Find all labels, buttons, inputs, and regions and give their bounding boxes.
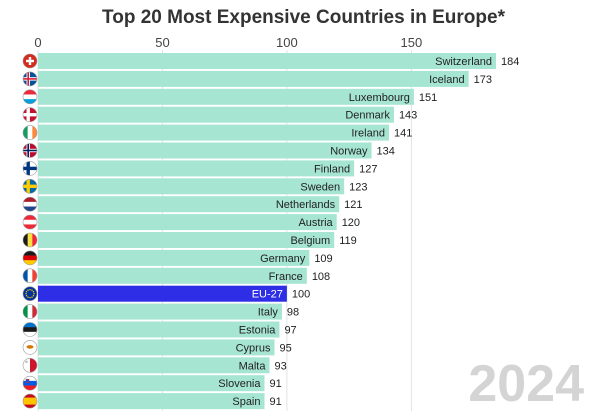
value-label-norway: 134 — [377, 146, 395, 158]
chart-title: Top 20 Most Expensive Countries in Europ… — [102, 7, 505, 28]
bar-label-norway: Norway — [330, 146, 368, 158]
flags — [22, 53, 38, 409]
bar-label-cyprus: Cyprus — [236, 342, 271, 354]
bar-label-slovenia: Slovenia — [218, 378, 261, 390]
bar-italy — [38, 303, 282, 320]
bar-label-sweden: Sweden — [300, 181, 340, 193]
value-label-denmark: 143 — [399, 110, 417, 122]
bars: Switzerland 184 Iceland 173 Luxembourg 151 Den… — [38, 53, 519, 410]
cyprus-flag-icon — [22, 340, 38, 355]
value-label-germany: 109 — [314, 253, 332, 265]
value-label-luxembourg: 151 — [419, 92, 437, 104]
value-label-austria: 120 — [342, 217, 360, 229]
x-axis: 0 50 100 150 — [34, 35, 422, 50]
value-label-cyprus: 95 — [279, 342, 291, 354]
switzerland-flag-icon — [22, 53, 38, 69]
x-tick-label: 50 — [155, 35, 169, 50]
netherlands-flag-icon — [22, 196, 38, 212]
bar-label-germany: Germany — [260, 253, 306, 265]
france-flag-icon — [22, 268, 38, 284]
value-label-spain: 91 — [270, 396, 282, 408]
bar-finland — [38, 160, 355, 177]
bar-label-malta: Malta — [239, 360, 267, 372]
value-label-france: 108 — [312, 271, 330, 283]
bar-label-italy: Italy — [258, 307, 279, 319]
value-label-belgium: 119 — [339, 235, 357, 247]
bar-luxembourg — [38, 88, 414, 105]
bar-austria — [38, 214, 337, 231]
bar-switzerland — [38, 53, 496, 69]
bar-label-luxembourg: Luxembourg — [349, 92, 410, 104]
value-label-eu-27: 100 — [292, 289, 310, 301]
bar-label-france: France — [269, 271, 303, 283]
spain-flag-icon — [22, 393, 38, 409]
bar-norway — [38, 142, 372, 159]
bar-malta — [38, 357, 270, 374]
value-label-netherlands: 121 — [344, 199, 362, 211]
value-label-slovenia: 91 — [270, 378, 282, 390]
bar-label-switzerland: Switzerland — [435, 56, 492, 68]
value-label-malta: 93 — [274, 360, 286, 372]
malta-flag-icon — [22, 357, 38, 373]
bar-label-belgium: Belgium — [290, 235, 330, 247]
bar-sweden — [38, 178, 345, 195]
x-tick-label: 150 — [401, 35, 423, 50]
bar-label-iceland: Iceland — [429, 74, 464, 86]
value-label-ireland: 141 — [394, 128, 412, 140]
value-label-italy: 98 — [287, 307, 299, 319]
bar-label-estonia: Estonia — [239, 325, 277, 337]
bar-estonia — [38, 321, 280, 338]
bar-label-netherlands: Netherlands — [276, 199, 336, 211]
estonia-flag-icon — [22, 322, 38, 337]
bar-label-ireland: Ireland — [351, 128, 385, 140]
bar-france — [38, 267, 307, 284]
bar-eu-27 — [38, 285, 287, 302]
bar-cyprus — [38, 339, 275, 356]
bar-denmark — [38, 106, 394, 123]
italy-flag-icon — [22, 304, 38, 319]
bar-belgium — [38, 232, 335, 248]
bar-iceland — [38, 70, 469, 87]
value-label-iceland: 173 — [474, 74, 492, 86]
finland-flag-icon — [22, 161, 38, 176]
bar-netherlands — [38, 196, 340, 213]
value-label-finland: 127 — [359, 163, 377, 175]
bar-germany — [38, 249, 310, 266]
value-label-sweden: 123 — [349, 181, 367, 193]
bar-spain — [38, 393, 265, 410]
value-label-estonia: 97 — [284, 325, 296, 337]
slovenia-flag-icon — [22, 375, 38, 391]
iceland-flag-icon — [22, 71, 38, 87]
value-label-switzerland: 184 — [501, 56, 519, 68]
luxembourg-flag-icon — [22, 89, 38, 105]
year-label: 2024 — [468, 355, 584, 413]
belgium-flag-icon — [22, 232, 38, 248]
austria-flag-icon — [22, 214, 38, 230]
bar-label-finland: Finland — [314, 163, 350, 175]
bar-label-denmark: Denmark — [345, 110, 390, 122]
eu-flag-icon — [22, 286, 38, 302]
bar-slovenia — [38, 375, 265, 392]
norway-flag-icon — [22, 143, 38, 158]
bar-label-austria: Austria — [298, 217, 333, 229]
x-tick-label: 0 — [34, 35, 41, 50]
germany-flag-icon — [22, 250, 38, 266]
bar-ireland — [38, 124, 389, 141]
bar-label-eu-27: EU-27 — [252, 289, 283, 301]
sweden-flag-icon — [22, 179, 38, 194]
denmark-flag-icon — [22, 107, 38, 122]
x-tick-label: 100 — [276, 35, 298, 50]
ireland-flag-icon — [22, 125, 38, 140]
bar-label-spain: Spain — [232, 396, 260, 408]
